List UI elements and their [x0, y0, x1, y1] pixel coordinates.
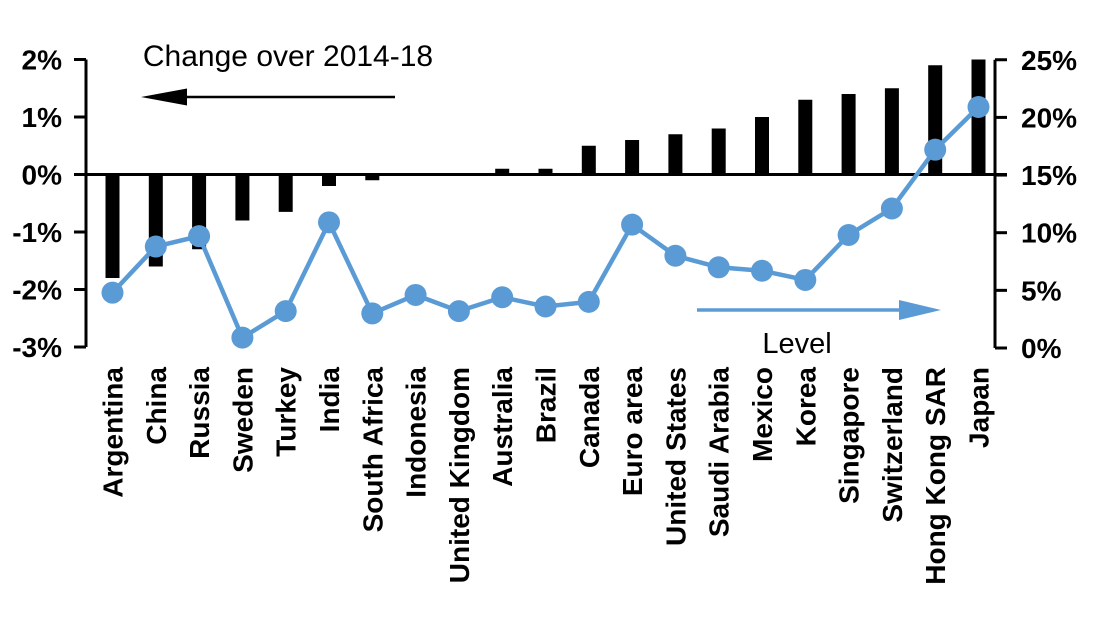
level-marker-switzerland — [880, 197, 903, 220]
left-axis-tick-label: -3% — [12, 332, 62, 363]
bar-singapore — [841, 94, 856, 175]
category-label-argentina: Argentina — [98, 367, 129, 498]
bar-mexico — [755, 117, 769, 175]
level-marker-russia — [188, 225, 211, 248]
right-axis-tick-label: 25% — [1021, 45, 1077, 76]
left-axis-tick-label: 1% — [22, 102, 63, 133]
bar-sweden — [235, 174, 250, 221]
left-arrow-icon — [141, 88, 395, 106]
level-marker-turkey — [274, 300, 297, 323]
bar-euro-area — [625, 140, 640, 175]
bar-south-africa — [365, 174, 380, 181]
right-series-annotation-text: Level — [762, 328, 831, 360]
level-marker-canada — [577, 290, 600, 313]
category-label-united-kingdom: United Kingdom — [444, 367, 475, 583]
line-series-layer — [101, 96, 990, 349]
level-marker-mexico — [751, 259, 773, 282]
bar-canada — [581, 145, 596, 175]
category-label-saudi-arabia: Saudi Arabia — [704, 367, 735, 538]
level-marker-argentina — [101, 281, 124, 304]
bar-brazil — [538, 168, 553, 175]
level-marker-euro-area — [621, 213, 644, 236]
level-marker-united-kingdom — [447, 300, 470, 323]
level-marker-indonesia — [404, 283, 427, 306]
level-marker-brazil — [534, 295, 557, 318]
level-marker-south-africa — [361, 302, 384, 325]
bar-series-layer — [105, 59, 986, 278]
category-label-south-africa: South Africa — [357, 367, 388, 533]
category-label-korea: Korea — [790, 367, 821, 447]
left-axis-tick-label: 0% — [22, 160, 63, 191]
category-label-india: India — [314, 367, 345, 433]
bar-united-states — [668, 134, 683, 175]
level-marker-sweden — [231, 326, 254, 349]
level-marker-hong-kong-sar — [924, 138, 947, 161]
level-marker-saudi-arabia — [707, 256, 730, 279]
bar-switzerland — [884, 88, 899, 175]
left-axis-tick-label: -2% — [12, 275, 62, 306]
right-arrow-icon — [697, 300, 941, 320]
level-marker-united-states — [664, 244, 687, 267]
category-label-united-states: United States — [660, 367, 691, 546]
category-label-hong-kong-sar: Hong Kong SAR — [920, 367, 951, 585]
category-label-china: China — [141, 367, 172, 445]
right-axis-tick-label: 15% — [1021, 160, 1077, 191]
right-axis-tick-label: 10% — [1021, 218, 1077, 249]
category-label-euro-area: Euro area — [617, 367, 648, 497]
category-label-sweden: Sweden — [227, 367, 258, 473]
left-axis-tick-label: 2% — [22, 45, 63, 76]
level-marker-korea — [794, 268, 817, 291]
right-axis-tick-label: 5% — [1021, 275, 1062, 306]
left-axis-tick-label: -1% — [12, 217, 62, 248]
left-series-annotation-text: Change over 2014-18 — [143, 40, 433, 73]
level-marker-singapore — [837, 224, 860, 247]
bar-saudi-arabia — [711, 128, 726, 175]
category-labels-layer: Argentina China Russia Sweden Turkey India Sou… — [98, 367, 995, 585]
level-marker-japan — [967, 96, 990, 119]
category-label-russia: Russia — [184, 367, 215, 459]
category-label-indonesia: Indonesia — [401, 367, 432, 498]
category-label-turkey: Turkey — [271, 367, 302, 457]
right-axis-tick-label: 20% — [1021, 102, 1077, 133]
level-marker-india — [318, 211, 340, 234]
category-label-mexico: Mexico — [747, 367, 778, 462]
category-label-switzerland: Switzerland — [877, 367, 908, 523]
bar-korea — [798, 99, 813, 175]
bar-india — [322, 174, 336, 186]
bar-argentina — [105, 174, 120, 278]
category-label-singapore: Singapore — [834, 367, 865, 504]
category-label-australia: Australia — [487, 367, 518, 487]
right-axis-tick-label: 0% — [1021, 333, 1062, 364]
level-marker-australia — [491, 286, 514, 309]
bar-australia — [495, 168, 510, 175]
bar-turkey — [278, 174, 293, 212]
category-label-canada: Canada — [574, 367, 605, 469]
axes-layer: 2% 1% 0% -1% -2% -3% 25% 20% 15% 10% 5% 0% — [12, 45, 1077, 365]
category-label-brazil: Brazil — [531, 367, 562, 443]
level-marker-china — [144, 235, 167, 258]
category-label-japan: Japan — [964, 367, 995, 448]
